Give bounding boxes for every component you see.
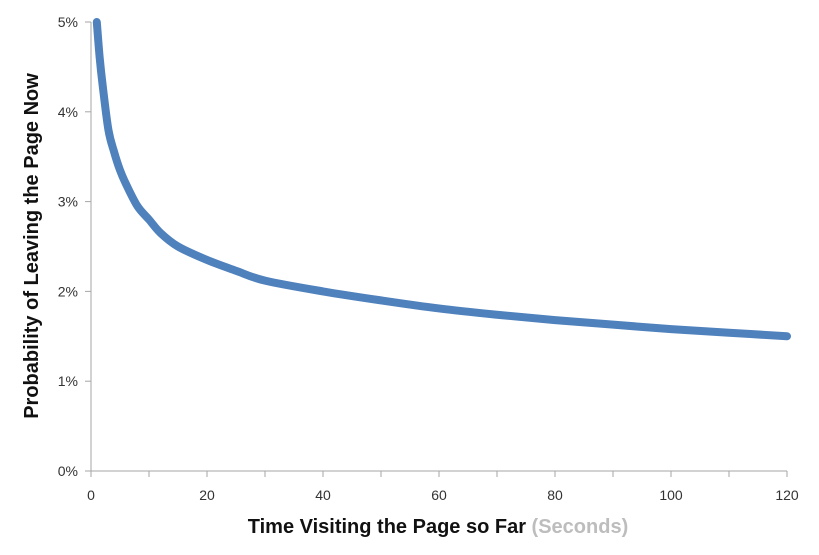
y-tick-label: 4% xyxy=(58,104,78,120)
y-tick-label: 3% xyxy=(58,194,78,210)
y-ticks: 0% 1% 2% 3% 4% 5% xyxy=(58,14,91,479)
x-axis-title-unit: (Seconds) xyxy=(532,516,629,538)
axes xyxy=(90,22,787,472)
y-tick-label: 5% xyxy=(58,14,78,30)
x-tick-label: 100 xyxy=(659,487,683,503)
y-tick-label: 1% xyxy=(58,373,78,389)
x-ticks: 0 20 40 60 80 100 120 xyxy=(87,471,799,503)
x-axis-title: Time Visiting the Page so Far (Seconds) xyxy=(248,516,628,538)
x-tick-label: 20 xyxy=(199,487,215,503)
x-tick-label: 60 xyxy=(431,487,447,503)
y-tick-label: 2% xyxy=(58,283,78,299)
x-axis-title-main: Time Visiting the Page so Far xyxy=(248,516,526,538)
x-tick-label: 40 xyxy=(315,487,331,503)
y-tick-label: 0% xyxy=(58,463,78,479)
series-line xyxy=(92,18,791,341)
x-tick-label: 80 xyxy=(547,487,563,503)
y-axis-title: Probability of Leaving the Page Now xyxy=(21,73,43,419)
x-tick-label: 0 xyxy=(87,487,95,503)
x-tick-label: 120 xyxy=(775,487,799,503)
